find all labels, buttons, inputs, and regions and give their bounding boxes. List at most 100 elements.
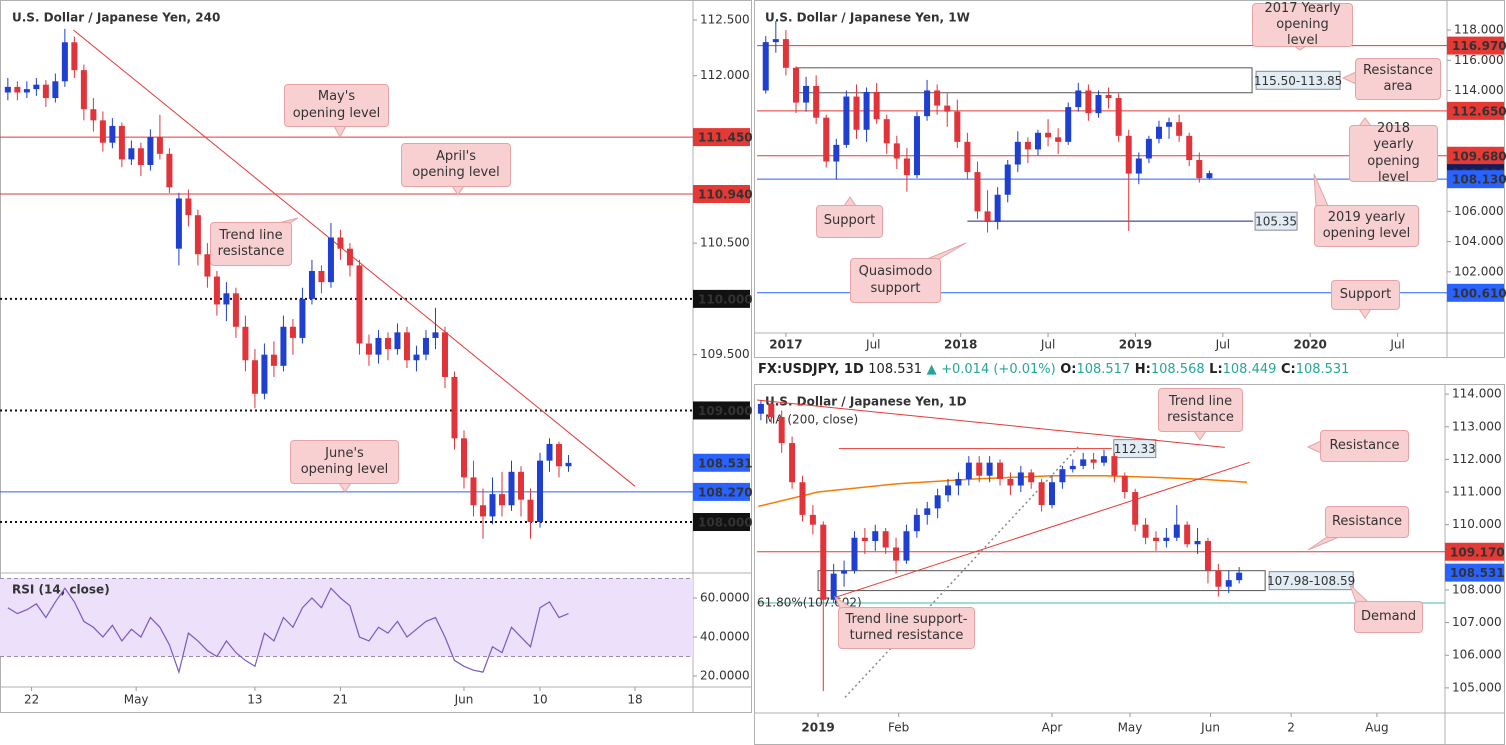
price-tag-label: 112.650	[1452, 104, 1506, 118]
candle-body	[965, 462, 972, 479]
chart-title: U.S. Dollar / Japanese Yen, 1W	[765, 11, 970, 25]
price-tag	[693, 289, 750, 308]
candle-body	[194, 215, 201, 255]
candle-body	[1225, 580, 1232, 587]
candle-body	[863, 91, 870, 130]
y-tick-label: 109.500	[700, 347, 750, 361]
x-tick-label: May	[124, 693, 149, 707]
x-tick-label: 10	[532, 693, 547, 707]
candle-body	[1049, 482, 1056, 506]
candle-body	[185, 198, 192, 216]
price-tag-label: 108.270	[698, 485, 753, 499]
trend-line	[73, 29, 636, 487]
candle-body	[223, 293, 230, 305]
price-tag	[693, 185, 750, 203]
candle-body	[4, 86, 11, 93]
candle-body	[537, 460, 544, 523]
price-tag-label: 108.531	[1450, 566, 1505, 580]
callout: Support	[1331, 280, 1400, 310]
candle-body	[280, 326, 287, 366]
candle-body	[782, 39, 789, 68]
x-tick-label: Aug	[1365, 721, 1388, 735]
candle-body	[1105, 95, 1112, 99]
callout-pointer	[1349, 584, 1370, 603]
candle-body	[479, 505, 486, 517]
rsi-band	[0, 578, 693, 657]
level-label: 112.33	[1114, 442, 1156, 456]
candle-body	[843, 96, 850, 145]
candle-body	[772, 39, 779, 43]
candle-body	[955, 478, 962, 486]
candle-body	[299, 298, 306, 338]
candle-body	[337, 237, 344, 249]
candle-body	[1173, 524, 1180, 538]
panel-border	[0, 0, 752, 713]
candle-body	[1007, 478, 1014, 486]
candle-body	[1100, 456, 1107, 463]
candle-body	[166, 153, 173, 188]
candle-body	[1055, 137, 1062, 142]
price-tag	[1447, 283, 1504, 302]
candle-body	[872, 531, 879, 541]
callout: Resistance area	[1355, 58, 1441, 100]
candle-body	[251, 360, 258, 394]
price-tag-label: 109.000	[698, 404, 753, 418]
candle-body	[308, 270, 315, 299]
zone-label: 115.50-113.85	[1254, 74, 1342, 88]
x-tick-label: 18	[627, 693, 642, 707]
candle-body	[204, 254, 211, 277]
candle-body	[1111, 456, 1118, 476]
candle-body	[882, 531, 889, 548]
x-tick-label: Jul	[1215, 338, 1230, 352]
price-tag-label: 108.000	[698, 516, 753, 530]
candle-body	[356, 265, 363, 344]
callout: Resistance	[1320, 430, 1409, 462]
candle-body	[1152, 537, 1159, 541]
callout: Quasimodo support	[850, 258, 941, 303]
candle-body	[52, 81, 59, 99]
candle-body	[1121, 475, 1128, 493]
candle-body	[1004, 164, 1011, 195]
callout: April's opening level	[401, 143, 511, 187]
zone-label-bg	[1255, 70, 1341, 90]
candle-body	[830, 573, 837, 600]
candle-body	[346, 248, 353, 266]
price-tag-label: 109.170	[1450, 545, 1505, 559]
ohlc-value: 108.517	[1076, 362, 1131, 377]
y-tick-label: 104.000	[1454, 234, 1504, 248]
price-tag-label: 110.000	[698, 292, 753, 306]
quote-header: FX:USDJPY, 1D 108.531 ▲ +0.014 (+0.01%) …	[758, 362, 1349, 377]
candle-body	[403, 332, 410, 361]
x-tick-label: Jun	[1200, 721, 1220, 735]
x-tick-label: 2017	[769, 338, 802, 352]
candle-body	[903, 531, 910, 561]
x-tick-label: May	[1118, 721, 1143, 735]
x-tick-label: Apr	[1042, 721, 1063, 735]
candle-body	[913, 116, 920, 176]
callout: Trend line support-turned resistance	[838, 607, 975, 649]
ohlc-value: 108.449	[1222, 362, 1277, 377]
candle-body	[944, 105, 951, 112]
candle-body	[853, 96, 860, 130]
candle-body	[413, 354, 420, 361]
ma-line	[758, 474, 1247, 508]
y-tick-label: 110.000	[1452, 517, 1502, 531]
candle-body	[1024, 141, 1031, 150]
x-tick-label: 21	[333, 693, 348, 707]
price-tag-label: 110.940	[698, 188, 753, 202]
chart-title: U.S. Dollar / Japanese Yen, 240	[12, 11, 220, 25]
candle-body	[1194, 540, 1201, 545]
last-price: 108.531	[868, 362, 923, 377]
candle-body	[270, 354, 277, 366]
candle-body	[1065, 107, 1072, 142]
candle-body	[1186, 135, 1193, 160]
candle-body	[375, 337, 382, 355]
candle-body	[833, 144, 840, 162]
candle-body	[99, 120, 106, 143]
candle-body	[976, 462, 983, 476]
candle-body	[1075, 90, 1082, 108]
candle-body	[109, 125, 116, 143]
candle-body	[489, 494, 496, 517]
candle-body	[823, 117, 830, 162]
y-tick-label: 111.000	[1452, 485, 1502, 499]
